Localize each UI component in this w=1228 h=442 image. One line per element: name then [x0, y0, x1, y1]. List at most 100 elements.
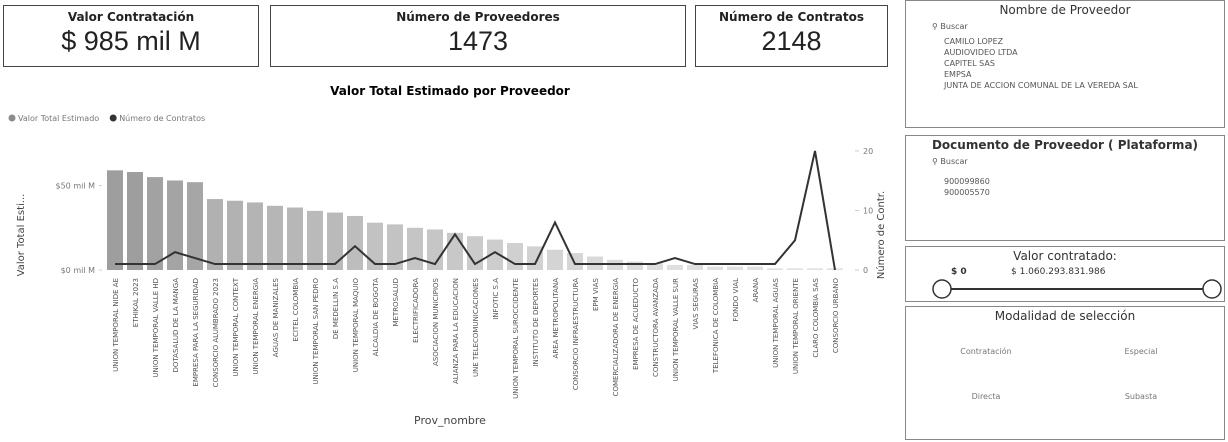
slicer-item[interactable]: EMPSA: [944, 70, 972, 79]
bar: [407, 227, 423, 270]
x-tick-label: COMERCIALIZADORA DE ENERGIA: [612, 278, 620, 397]
x-tick-label: ASOCIACION MUNICIPIOS: [432, 277, 440, 365]
x-tick-label: UNION TEMPORAL ORIENTE: [792, 278, 800, 374]
slicer-item[interactable]: AUDIOVIDEO LTDA: [944, 48, 1018, 57]
search-box[interactable]: ⚲ Buscar: [932, 157, 968, 166]
y2-tick-label: 20: [863, 147, 873, 156]
slider-handle[interactable]: [1202, 279, 1222, 299]
slicer-item[interactable]: 900005570: [944, 188, 990, 197]
option-button[interactable]: Contratación: [960, 347, 1012, 356]
x-tick-label: EMPRESA DE ACUEDUCTO: [632, 278, 640, 370]
bar: [147, 177, 163, 270]
bar: [127, 172, 143, 270]
bar: [347, 215, 363, 270]
x-tick-label: VIAS SEGURAS: [692, 277, 700, 329]
x-tick-label: CONSORCIO URBANO: [832, 278, 840, 354]
x-tick-label: INFOTIC S.A: [492, 278, 500, 320]
bar: [747, 266, 763, 270]
bar: [447, 232, 463, 270]
bar: [807, 268, 823, 270]
bar: [307, 210, 323, 270]
bar: [367, 222, 383, 270]
range-min: $ 0: [951, 267, 967, 277]
bar: [187, 182, 203, 270]
x-tick-label: CONSORCIO INFRAESTRUCTURA: [572, 278, 580, 390]
card-title: Número de Proveedores: [396, 10, 560, 24]
card: Valor Contratación $ 985 mil M: [3, 5, 259, 67]
card: Número de Proveedores 1473: [270, 5, 686, 67]
bar: [527, 246, 543, 270]
slicer-title: Nombre de Proveedor: [999, 3, 1131, 17]
slicer: Nombre de Proveedor ⚲ Buscar CAMILO LOPE…: [905, 0, 1225, 128]
card-title: Número de Contratos: [719, 10, 864, 24]
bar: [267, 205, 283, 270]
legend-label: Número de Contratos: [119, 114, 205, 123]
x-tick-label: ARANA: [752, 278, 760, 302]
bar: [767, 268, 783, 270]
legend-swatch: [109, 114, 117, 122]
card-value: $ 985 mil M: [61, 26, 201, 56]
card-value: 1473: [447, 26, 509, 56]
x-axis-title: Prov_nombre: [414, 414, 486, 427]
search-box[interactable]: ⚲ Buscar: [932, 22, 968, 31]
slicer-item[interactable]: JUNTA DE ACCION COMUNAL DE LA VEREDA SAL: [944, 81, 1138, 90]
bar: [247, 202, 263, 270]
x-tick-label: AREA METROPOLITANA: [552, 278, 560, 359]
option-button[interactable]: Directa: [971, 392, 1001, 401]
bar: [627, 261, 643, 270]
x-tick-label: UNION TEMPORAL AGUAS: [772, 277, 780, 367]
x-tick-label: UNION TEMPORAL NIDE AE: [112, 278, 120, 372]
bar: [167, 180, 183, 270]
slicer-item[interactable]: 900099860: [944, 177, 990, 186]
x-tick-label: UNION TEMPORAL CONTEXT: [232, 277, 240, 376]
range-track: [932, 279, 1222, 299]
bar: [487, 239, 503, 270]
x-tick-label: DOTASALUD DE LA MANGA: [172, 278, 180, 373]
bar: [667, 264, 683, 270]
bar: [727, 266, 743, 270]
x-tick-label: DE MEDELLIN S.A: [332, 278, 340, 339]
line: [115, 150, 836, 271]
legend-label: Valor Total Estimado: [18, 114, 99, 123]
bar: [507, 242, 523, 270]
y-tick-label: $0 mil M: [61, 266, 96, 275]
legend-swatch: [8, 114, 16, 122]
bar: [107, 170, 123, 270]
x-tick-label: CLARO COLOMBIA SAS: [812, 277, 820, 357]
slicer: Documento de Proveedor ( Plataforma) ⚲ B…: [905, 135, 1225, 241]
x-tick-label: FONDO VIAL: [732, 278, 740, 322]
slicer-title: Valor contratado:: [1013, 249, 1117, 263]
range-slicer: Valor contratado: $ 0 $ 1.060.293.831.98…: [905, 246, 1225, 302]
y2-tick-label: 0: [863, 266, 868, 275]
card-title: Valor Contratación: [67, 10, 195, 24]
y2-axis-title: Número de Contr.: [875, 191, 887, 279]
slicer-title: Documento de Proveedor ( Plataforma): [931, 138, 1199, 152]
chart-title: Valor Total Estimado por Proveedor: [330, 84, 570, 98]
x-tick-label: UNION TEMPORAL SUROCCIDENTE: [512, 278, 520, 399]
y-tick-label: $50 mil M: [56, 182, 96, 191]
slicer-item[interactable]: CAMILO LOPEZ: [944, 37, 1004, 46]
chart: Valor Total Estimado por Proveedor Prov_…: [8, 84, 887, 427]
search-placeholder: Buscar: [940, 22, 968, 31]
bar: [327, 212, 343, 270]
x-tick-label: TELEFONICA DE COLOMBIA: [712, 278, 720, 374]
x-tick-label: UNION TEMPORAL ENERGIA: [252, 278, 260, 375]
bar: [687, 264, 703, 270]
bar: [287, 207, 303, 270]
x-tick-label: UNION TEMPORAL VALLE HD: [152, 278, 160, 378]
option-button[interactable]: Especial: [1124, 347, 1158, 356]
slider-handle[interactable]: [932, 279, 952, 299]
x-tick-label: METROSALUD: [392, 278, 400, 327]
slicer-item[interactable]: CAPITEL SAS: [944, 59, 995, 68]
x-tick-label: EPM VIAS: [592, 277, 600, 311]
option-button[interactable]: Subasta: [1124, 392, 1158, 401]
card-value: 2148: [761, 26, 822, 56]
x-tick-label: CONSORCIO ALUMBRADO 2023: [212, 278, 220, 387]
x-tick-label: ALCALDIA DE BOGOTA: [372, 278, 380, 357]
x-tick-label: ELECTRIFICADORA: [412, 278, 420, 343]
x-tick-label: ETHIKAL 2023: [132, 278, 140, 327]
y2-tick-label: 10: [863, 206, 873, 215]
bar: [567, 253, 583, 270]
range-max: $ 1.060.293.831.986: [1011, 267, 1106, 277]
x-tick-label: INSTITUTO DE DEPORTES: [532, 277, 540, 366]
